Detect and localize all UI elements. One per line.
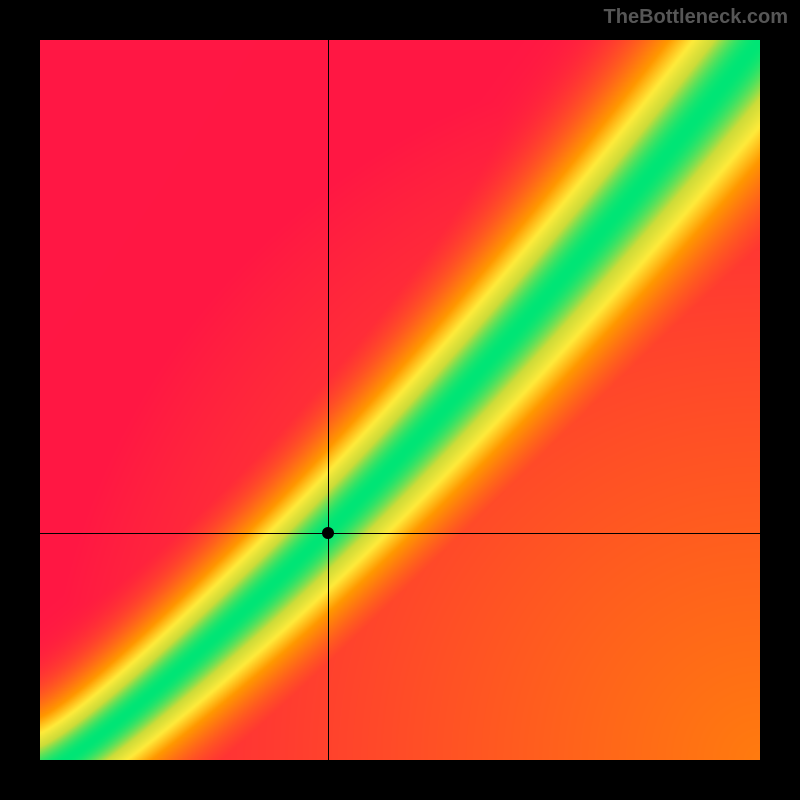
- crosshair-vertical: [328, 40, 329, 760]
- crosshair-horizontal: [40, 533, 760, 534]
- chart-frame: [40, 40, 760, 760]
- heatmap-canvas: [40, 40, 760, 760]
- chart-container: TheBottleneck.com: [0, 0, 800, 800]
- crosshair-marker: [322, 527, 334, 539]
- watermark-text: TheBottleneck.com: [604, 6, 788, 29]
